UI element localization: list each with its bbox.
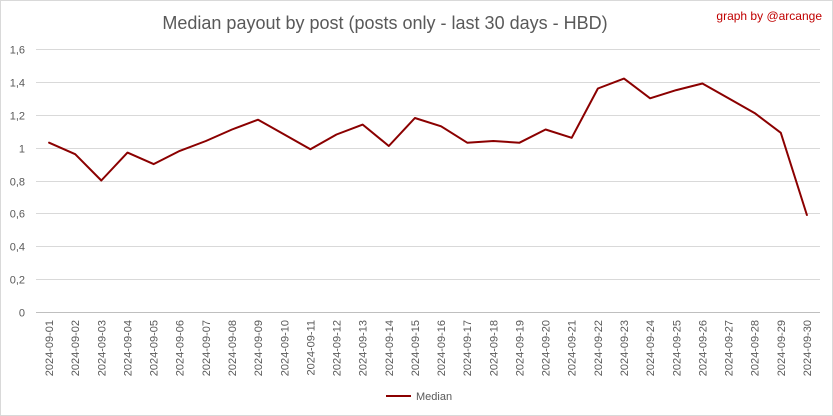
x-tick-label: 2024-09-17 — [462, 320, 474, 376]
x-tick-label: 2024-09-23 — [619, 320, 631, 376]
x-tick-label: 2024-09-03 — [96, 320, 108, 376]
y-tick-label: 0,6 — [10, 209, 25, 221]
x-tick-label: 2024-09-04 — [122, 320, 134, 376]
x-tick-label: 2024-09-06 — [175, 320, 187, 376]
credit-label: graph by @arcange — [716, 9, 822, 23]
legend-label-median: Median — [416, 391, 452, 403]
x-tick-label: 2024-09-05 — [149, 320, 161, 376]
x-tick-label: 2024-09-19 — [514, 320, 526, 376]
x-tick-label: 2024-09-29 — [776, 320, 788, 376]
y-tick-label: 0,8 — [10, 177, 25, 189]
x-tick-label: 2024-09-20 — [541, 320, 553, 376]
x-tick-label: 2024-09-12 — [332, 320, 344, 376]
y-tick-label: 0 — [19, 308, 25, 320]
grid-lines — [36, 49, 820, 313]
y-tick-label: 1,2 — [10, 111, 25, 123]
y-tick-label: 1 — [19, 144, 25, 156]
y-tick-label: 0,4 — [10, 242, 25, 254]
y-tick-label: 1,4 — [10, 78, 25, 90]
x-tick-label: 2024-09-26 — [697, 320, 709, 376]
x-tick-label: 2024-09-10 — [279, 320, 291, 376]
x-tick-label: 2024-09-16 — [436, 320, 448, 376]
x-tick-label: 2024-09-08 — [227, 320, 239, 376]
x-tick-label: 2024-09-22 — [593, 320, 605, 376]
legend: Median — [386, 391, 452, 403]
series-layer — [48, 77, 808, 216]
x-axis-labels: 2024-09-01 2024-09-02 2024-09-03 2024-09-04… — [44, 320, 814, 376]
x-tick-label: 2024-09-07 — [201, 320, 213, 376]
y-tick-label: 1,6 — [10, 45, 25, 57]
x-tick-label: 2024-09-28 — [750, 320, 762, 376]
x-tick-label: 2024-09-27 — [724, 320, 736, 376]
x-tick-label: 2024-09-11 — [305, 320, 317, 375]
x-tick-label: 2024-09-14 — [384, 320, 396, 376]
x-tick-label: 2024-09-13 — [358, 320, 370, 376]
x-tick-label: 2024-09-24 — [645, 320, 657, 376]
x-tick-label: 2024-09-09 — [253, 320, 265, 376]
x-tick-label: 2024-09-01 — [44, 320, 56, 376]
x-tick-label: 2024-09-30 — [802, 320, 814, 376]
x-tick-label: 2024-09-18 — [488, 320, 500, 376]
chart-title: Median payout by post (posts only - last… — [162, 13, 607, 33]
x-tick-label: 2024-09-02 — [70, 320, 82, 376]
series-line-median — [48, 77, 808, 216]
y-axis-labels: 0 0,2 0,4 0,6 0,8 1 1,2 1,4 1,6 — [10, 45, 25, 320]
x-tick-label: 2024-09-25 — [671, 320, 683, 376]
x-tick-label: 2024-09-21 — [567, 320, 579, 376]
x-tick-label: 2024-09-15 — [410, 320, 422, 376]
y-tick-label: 0,2 — [10, 275, 25, 287]
